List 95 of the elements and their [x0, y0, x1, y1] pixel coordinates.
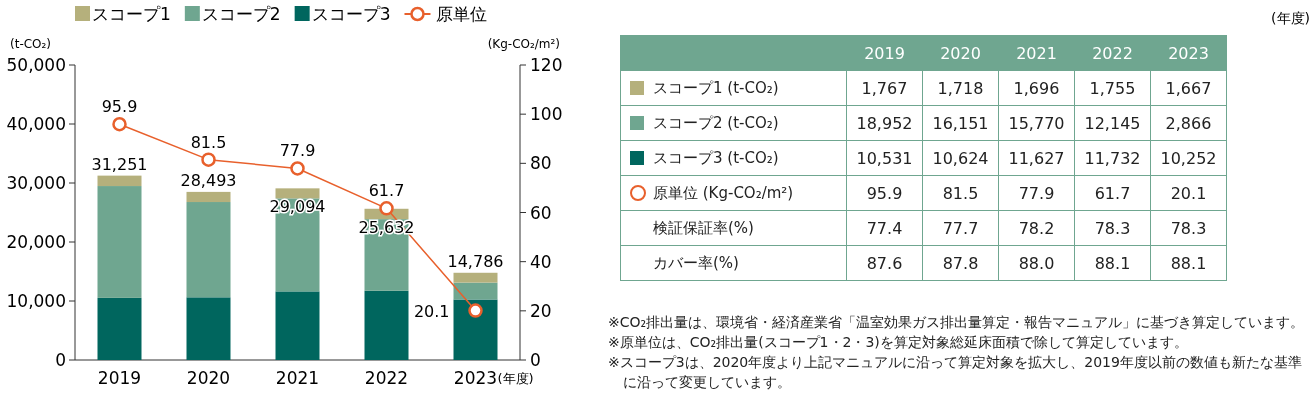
- bar: [186, 202, 231, 298]
- data-label: 20.1: [413, 301, 450, 321]
- data-label: 78.2: [998, 210, 1075, 246]
- y2-tick-label: 100: [530, 104, 563, 125]
- data-label: 20.1: [1150, 175, 1227, 211]
- data-label: 88.0: [998, 245, 1075, 281]
- data-label: 1,755: [1074, 70, 1151, 106]
- x-tick-label: 2019: [97, 368, 142, 388]
- data-label: 10,252: [1150, 140, 1227, 176]
- total-label: 14,786: [447, 251, 504, 271]
- data-label: 11,732: [1074, 140, 1151, 176]
- data-label: 77.4: [846, 210, 923, 246]
- data-label: 10,624: [922, 140, 999, 176]
- bar: [275, 188, 320, 199]
- data-label: 10,531: [846, 140, 923, 176]
- data-label: 78.3: [1150, 210, 1227, 246]
- data-label: 16,151: [922, 105, 999, 141]
- data-label: 61.7: [368, 181, 405, 201]
- x-tick-label: 2023: [453, 368, 498, 388]
- y-tick-label: スコープ2 (t-CO₂): [620, 105, 847, 141]
- bar: [97, 175, 142, 187]
- legend-label: スコープ2: [201, 4, 281, 24]
- bar: [186, 297, 231, 360]
- y-tick-label: 30,000: [6, 173, 66, 193]
- data-label: 15,770: [998, 105, 1075, 141]
- bar: [97, 297, 142, 360]
- data-label: 81.5: [190, 132, 227, 152]
- y-tick-label: カバー率(%): [620, 245, 847, 281]
- text: ※原単位は、CO₂排出量(スコープ1・2・3)を算定対象総延床面積で除して算定しています。: [608, 333, 1189, 352]
- data-label: 1,718: [922, 70, 999, 106]
- legend-label: 原単位: [436, 4, 488, 24]
- data-label: 95.9: [101, 97, 138, 117]
- data-label: 87.8: [922, 245, 999, 281]
- data-label: 61.7: [1074, 175, 1151, 211]
- data-label: 1,767: [846, 70, 923, 106]
- data-label: 77.7: [922, 210, 999, 246]
- point: [468, 303, 483, 318]
- x-tick-label: 2023: [1150, 35, 1227, 71]
- data-label: 88.1: [1150, 245, 1227, 281]
- data-label: 87.6: [846, 245, 923, 281]
- point: [379, 201, 394, 216]
- total-label: 28,493: [180, 170, 237, 190]
- bar: [453, 272, 498, 283]
- y-tick-label: 40,000: [6, 114, 66, 134]
- text: ※スコープ3は、2020年度より上記マニュアルに沿って算定対象を拡大し、2019年度以前の数値も新たな基準に沿って変更しています。: [608, 353, 1303, 392]
- y2-tick-label: 80: [530, 153, 552, 174]
- bar: [453, 282, 498, 300]
- legend-label: スコープ3: [311, 4, 391, 24]
- bar: [453, 299, 498, 360]
- y-axis-title: (t-CO₂): [10, 37, 52, 51]
- bar: [186, 191, 231, 203]
- x-tick-label: 2022: [1074, 35, 1151, 71]
- y-tick-label: 検証保証率(%): [620, 210, 847, 246]
- data-label: 2,866: [1150, 105, 1227, 141]
- text: (年度): [1271, 10, 1310, 28]
- data-label: 18,952: [846, 105, 923, 141]
- y-tick-label: スコープ3 (t-CO₂): [620, 140, 847, 176]
- x-tick-label: 2021: [275, 368, 320, 388]
- data-label: 12,145: [1074, 105, 1151, 141]
- data-label: 88.1: [1074, 245, 1151, 281]
- point: [290, 161, 305, 176]
- data-label: 11,627: [998, 140, 1075, 176]
- y2-tick-label: 0: [530, 350, 541, 370]
- data-label: 1,696: [998, 70, 1075, 106]
- y2-tick-label: 20: [530, 300, 552, 321]
- x-tick-label: 2021: [998, 35, 1075, 71]
- legend-label: スコープ1: [92, 4, 171, 24]
- data-label: 77.9: [998, 175, 1075, 211]
- text: ※CO₂排出量は、環境省・経済産業省「温室効果ガス排出量算定・報告マニュアル」に基づき算定しています。: [608, 313, 1306, 332]
- point: [112, 117, 127, 132]
- x-tick-label: 2020: [186, 368, 231, 388]
- data-label: 81.5: [922, 175, 999, 211]
- data-label: 78.3: [1074, 210, 1151, 246]
- bar: [275, 291, 320, 360]
- y2-tick-label: 40: [530, 251, 552, 272]
- bar: [97, 186, 142, 298]
- y-tick-label: 原単位 (Kg-CO₂/m²): [620, 175, 847, 211]
- x-tick-label: 2020: [922, 35, 999, 71]
- y2-tick-label: 120: [530, 55, 563, 75]
- data-label: 95.9: [846, 175, 923, 211]
- data-label: 77.9: [279, 141, 316, 161]
- y2-tick-label: 60: [530, 202, 552, 223]
- y2-axis-title: (Kg-CO₂/m²): [487, 37, 560, 51]
- bar: [364, 290, 409, 360]
- y-tick-label: 10,000: [6, 291, 66, 311]
- y-tick-label: 20,000: [6, 232, 66, 252]
- total-label: 31,251: [91, 154, 148, 174]
- y-tick-label: 0: [55, 350, 66, 370]
- data-label: 1,667: [1150, 70, 1227, 106]
- x-axis-title: (年度): [497, 371, 534, 386]
- y-tick-label: 50,000: [6, 55, 66, 75]
- x-tick-label: 2022: [364, 368, 409, 388]
- x-tick-label: 2019: [846, 35, 923, 71]
- point: [201, 152, 216, 167]
- y-tick-label: スコープ1 (t-CO₂): [620, 70, 847, 106]
